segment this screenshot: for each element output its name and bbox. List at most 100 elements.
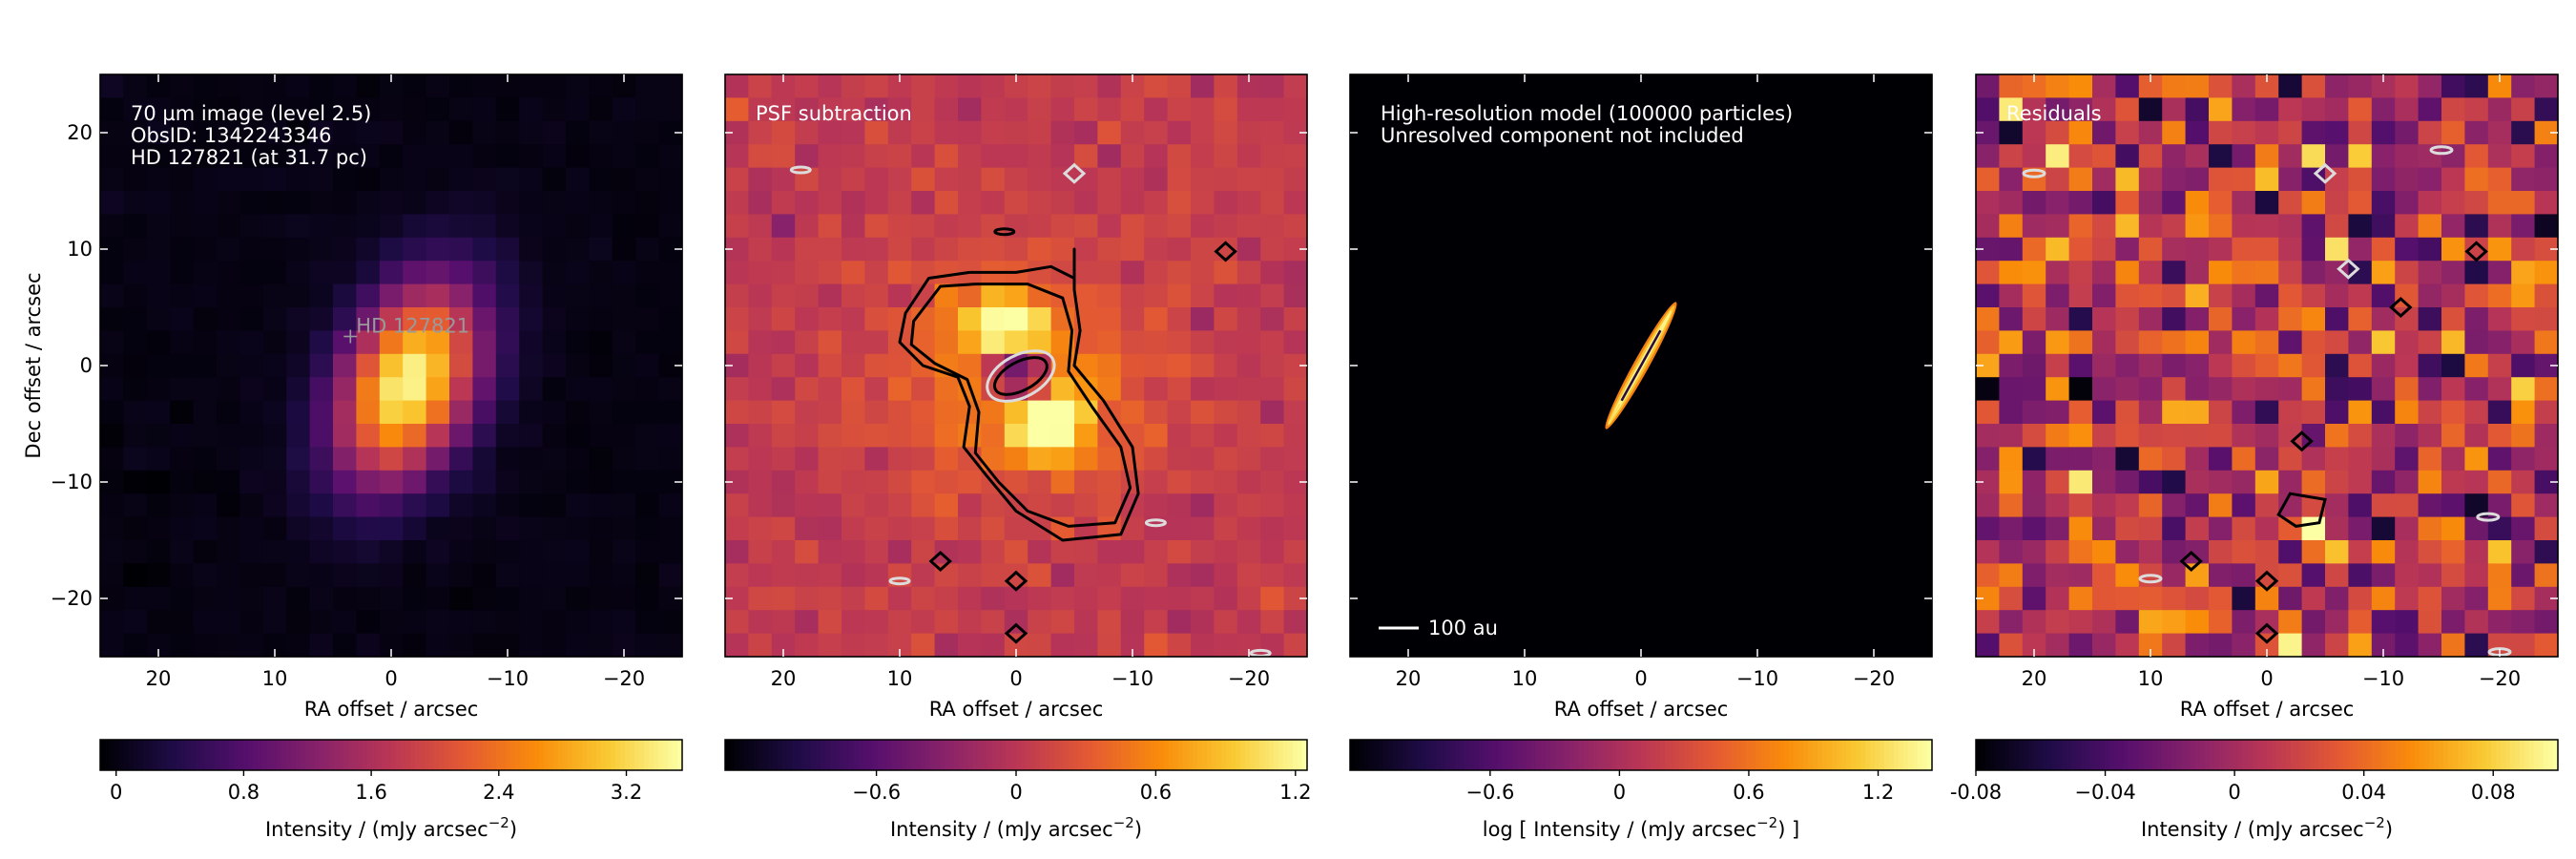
pixel-cell bbox=[1120, 191, 1145, 215]
pixel-cell bbox=[612, 120, 636, 145]
pixel-cell bbox=[818, 237, 842, 262]
pixel-cell bbox=[2511, 563, 2536, 588]
colorbar-segment bbox=[2434, 740, 2440, 770]
pixel-cell bbox=[2464, 633, 2489, 658]
pixel-cell bbox=[635, 516, 660, 541]
pixel-cell bbox=[1144, 261, 1169, 285]
pixel-cell bbox=[2441, 424, 2465, 448]
colorbar-segment bbox=[2200, 740, 2206, 770]
scale-bar-label: 100 au bbox=[1428, 617, 1498, 639]
pixel-cell bbox=[2254, 144, 2279, 169]
pixel-cell bbox=[887, 447, 912, 471]
pixel-cell bbox=[472, 307, 497, 331]
pixel-cell bbox=[748, 283, 773, 308]
pixel-cell bbox=[934, 516, 959, 541]
pixel-cell bbox=[2487, 586, 2512, 611]
pixel-cell bbox=[2348, 74, 2373, 98]
pixel-cell bbox=[2022, 470, 2046, 494]
pixel-cell bbox=[1260, 97, 1285, 122]
pixel-cell bbox=[2301, 563, 2326, 588]
pixel-cell bbox=[2441, 516, 2465, 541]
pixel-cell bbox=[2371, 610, 2396, 635]
colorbar-segment bbox=[878, 740, 883, 770]
pixel-cell bbox=[2185, 330, 2210, 355]
pixel-cell bbox=[1120, 307, 1145, 331]
pixel-cell bbox=[309, 633, 334, 658]
pixel-cell bbox=[239, 307, 264, 331]
pixel-cell bbox=[818, 470, 842, 494]
pixel-cell bbox=[146, 167, 171, 192]
colorbar-segment bbox=[844, 740, 850, 770]
pixel-cell bbox=[2511, 214, 2536, 239]
pixel-cell bbox=[2022, 214, 2046, 239]
pixel-cell bbox=[495, 144, 520, 169]
pixel-cell bbox=[1999, 353, 2024, 378]
pixel-cell bbox=[449, 283, 473, 308]
pixel-cell bbox=[2162, 563, 2187, 588]
pixel-cell bbox=[841, 447, 865, 471]
pixel-cell bbox=[2022, 424, 2046, 448]
pixel-cell bbox=[2068, 97, 2093, 122]
pixel-cell bbox=[286, 493, 311, 518]
pixel-cell bbox=[519, 493, 544, 518]
colorbar-segment bbox=[658, 740, 664, 770]
pixel-cell bbox=[2138, 516, 2163, 541]
colorbar-segment bbox=[1517, 740, 1523, 770]
pixel-cell bbox=[864, 540, 889, 564]
pixel-cell bbox=[748, 447, 773, 471]
pixel-cell bbox=[333, 74, 357, 98]
pixel-cell bbox=[1074, 237, 1098, 262]
pixel-cell bbox=[2278, 586, 2303, 611]
pixel-cell bbox=[589, 144, 613, 169]
colorbar-tick-label: 3.2 bbox=[611, 781, 642, 804]
pixel-cell bbox=[1999, 307, 2024, 331]
colorbar-segment bbox=[420, 740, 426, 770]
pixel-cell bbox=[403, 237, 427, 262]
pixel-cell bbox=[2278, 283, 2303, 308]
colorbar-segment bbox=[296, 740, 301, 770]
pixel-cell bbox=[612, 377, 636, 402]
pixel-cell bbox=[589, 633, 613, 658]
pixel-cell bbox=[1260, 261, 1285, 285]
pixel-cell bbox=[542, 610, 567, 635]
pixel-cell bbox=[1214, 283, 1238, 308]
colorbar-segment bbox=[1426, 740, 1432, 770]
pixel-cell bbox=[2068, 261, 2093, 285]
pixel-cell bbox=[262, 447, 287, 471]
colorbar-segment bbox=[1851, 740, 1857, 770]
pixel-cell bbox=[2464, 400, 2489, 425]
pixel-cell bbox=[841, 424, 865, 448]
colorbar-segment bbox=[224, 740, 230, 770]
pixel-cell bbox=[1976, 377, 2000, 402]
pixel-cell bbox=[2162, 330, 2187, 355]
pixel-cell bbox=[146, 540, 171, 564]
pixel-cell bbox=[1004, 307, 1028, 331]
pixel-cell bbox=[1097, 191, 1122, 215]
pixel-cell bbox=[1260, 610, 1285, 635]
pixel-cell bbox=[1097, 610, 1122, 635]
pixel-cell bbox=[2301, 400, 2326, 425]
pixel-cell bbox=[519, 120, 544, 145]
pixel-cell bbox=[1236, 377, 1261, 402]
colorbar-segment bbox=[324, 740, 330, 770]
x-tick-label: 20 bbox=[1396, 667, 1422, 690]
pixel-cell bbox=[2162, 610, 2187, 635]
pixel-cell bbox=[911, 400, 936, 425]
colorbar-segment bbox=[2439, 740, 2444, 770]
pixel-cell bbox=[239, 610, 264, 635]
pixel-cell bbox=[217, 237, 240, 262]
pixel-cell bbox=[1236, 283, 1261, 308]
pixel-cell bbox=[542, 353, 567, 378]
pixel-cell bbox=[356, 97, 381, 122]
pixel-cell bbox=[495, 167, 520, 192]
pixel-cell bbox=[123, 214, 148, 239]
colorbar-segment bbox=[1030, 740, 1036, 770]
pixel-cell bbox=[495, 353, 520, 378]
colorbar-segment bbox=[1259, 740, 1265, 770]
pixel-cell bbox=[566, 377, 590, 402]
pixel-cell bbox=[818, 167, 842, 192]
colorbar-tick-label: 1.6 bbox=[355, 781, 386, 804]
pixel-cell bbox=[795, 261, 820, 285]
colorbar-segment bbox=[1383, 740, 1389, 770]
pixel-cell bbox=[981, 610, 1006, 635]
